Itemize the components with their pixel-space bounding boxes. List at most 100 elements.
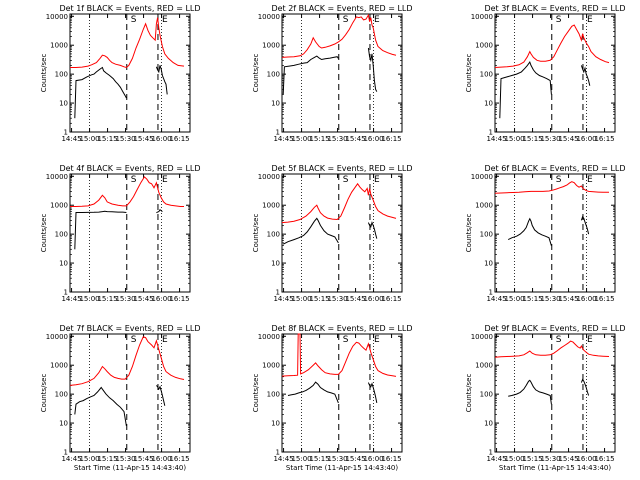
ytick-label: 10 bbox=[271, 100, 280, 108]
ytick-label: 1 bbox=[64, 289, 68, 297]
xtick-label: 14:45 bbox=[273, 295, 293, 303]
end-marker-label: E bbox=[162, 15, 168, 25]
ytick-label: 1 bbox=[64, 129, 68, 137]
xtick-label: 15:30 bbox=[115, 135, 135, 143]
events-series-line bbox=[74, 210, 127, 250]
xtick-label: 14:45 bbox=[273, 455, 293, 463]
panel-det-2: Det 2f BLACK = Events, RED = LLD 1 10 100 10… bbox=[252, 4, 413, 143]
events-series-line-segment-2 bbox=[367, 47, 378, 92]
lld-series-line bbox=[281, 182, 397, 224]
xtick-label: 15:45 bbox=[133, 295, 153, 303]
xtick-label: 15:15 bbox=[97, 455, 117, 463]
ytick-label: 100 bbox=[480, 231, 493, 239]
xtick-label: 16:15 bbox=[381, 135, 401, 143]
events-series-line-segment-2 bbox=[580, 378, 590, 396]
ytick-label: 10 bbox=[59, 100, 68, 108]
events-series-line bbox=[507, 217, 552, 246]
xtick-label: 15:15 bbox=[309, 135, 329, 143]
end-marker-label: E bbox=[587, 175, 593, 185]
panel-det-7: Det 7f BLACK = Events, RED = LLD 1 10 100 10… bbox=[40, 324, 201, 472]
xtick-label: 16:00 bbox=[151, 135, 171, 143]
xtick-label: 15:30 bbox=[327, 295, 347, 303]
xtick-label: 15:45 bbox=[133, 455, 153, 463]
start-marker-label: S bbox=[131, 175, 137, 185]
ytick-label: 1000 bbox=[475, 42, 493, 50]
ytick-label: 10000 bbox=[471, 13, 493, 21]
ytick-label: 10000 bbox=[471, 333, 493, 341]
ytick-label: 1 bbox=[489, 129, 493, 137]
events-series-line-segment-2 bbox=[367, 221, 378, 239]
plot-frame bbox=[69, 13, 191, 133]
xtick-label: 14:45 bbox=[61, 295, 81, 303]
ylabel: Counts/sec bbox=[465, 54, 473, 93]
xtick-label: 15:30 bbox=[540, 135, 560, 143]
ytick-label: 10 bbox=[484, 260, 493, 268]
xtick-label: 15:45 bbox=[345, 295, 365, 303]
panel-title: Det 7f BLACK = Events, RED = LLD bbox=[59, 324, 200, 333]
ytick-label: 10 bbox=[59, 260, 68, 268]
xtick-label: 16:00 bbox=[576, 135, 596, 143]
xtick-label: 16:15 bbox=[594, 295, 614, 303]
ytick-label: 100 bbox=[267, 231, 280, 239]
start-marker-label: S bbox=[556, 15, 562, 25]
events-series-line bbox=[287, 381, 339, 404]
ytick-label: 1 bbox=[489, 289, 493, 297]
start-marker-label: S bbox=[343, 335, 349, 345]
xtick-label: 14:45 bbox=[486, 135, 506, 143]
ylabel: Counts/sec bbox=[465, 214, 473, 253]
start-marker-label: S bbox=[556, 335, 562, 345]
ytick-label: 1 bbox=[276, 129, 280, 137]
ylabel: Counts/sec bbox=[252, 214, 260, 253]
ytick-label: 10000 bbox=[258, 173, 280, 181]
plot-frame bbox=[69, 173, 191, 293]
end-marker-label: E bbox=[374, 15, 380, 25]
ylabel: Counts/sec bbox=[252, 54, 260, 93]
ylabel: Counts/sec bbox=[465, 374, 473, 413]
xtick-label: 15:15 bbox=[309, 295, 329, 303]
xtick-label: 16:00 bbox=[151, 455, 171, 463]
xlabel: Start Time (11-Apr-15 14:43:40) bbox=[499, 464, 611, 472]
events-series-line-segment-2 bbox=[156, 208, 163, 214]
xtick-label: 16:15 bbox=[594, 135, 614, 143]
xtick-label: 14:45 bbox=[61, 455, 81, 463]
xtick-label: 16:15 bbox=[169, 455, 189, 463]
events-series-line bbox=[499, 61, 552, 119]
xtick-label: 14:45 bbox=[486, 455, 506, 463]
end-marker-label: E bbox=[587, 15, 593, 25]
ytick-label: 1000 bbox=[50, 362, 68, 370]
plot-frame bbox=[494, 173, 616, 293]
panel-det-5: Det 5f BLACK = Events, RED = LLD 1 10 100 10… bbox=[252, 164, 413, 303]
ytick-label: 1000 bbox=[262, 362, 280, 370]
ytick-label: 1 bbox=[276, 449, 280, 457]
ytick-label: 100 bbox=[55, 391, 68, 399]
xtick-label: 15:45 bbox=[558, 455, 578, 463]
panel-title: Det 4f BLACK = Events, RED = LLD bbox=[59, 164, 200, 173]
xlabel: Start Time (11-Apr-15 14:43:40) bbox=[74, 464, 186, 472]
end-marker-label: E bbox=[162, 175, 168, 185]
xtick-label: 15:30 bbox=[115, 455, 135, 463]
ytick-label: 100 bbox=[267, 391, 280, 399]
xtick-label: 16:15 bbox=[381, 455, 401, 463]
events-series-line bbox=[74, 66, 127, 119]
lld-series-line bbox=[70, 17, 185, 69]
events-series-line bbox=[282, 217, 339, 245]
lld-series-line bbox=[70, 176, 184, 207]
panel-title: Det 5f BLACK = Events, RED = LLD bbox=[271, 164, 412, 173]
ytick-label: 1000 bbox=[475, 362, 493, 370]
ytick-label: 10 bbox=[59, 420, 68, 428]
panel-title: Det 8f BLACK = Events, RED = LLD bbox=[271, 324, 412, 333]
panel-det-4: Det 4f BLACK = Events, RED = LLD 1 10 100 10… bbox=[40, 164, 201, 303]
ytick-label: 1000 bbox=[262, 42, 280, 50]
events-series-line-segment-2 bbox=[580, 215, 590, 235]
xtick-label: 15:45 bbox=[558, 135, 578, 143]
events-series-line bbox=[74, 386, 127, 426]
ytick-label: 1000 bbox=[50, 42, 68, 50]
plot-frame bbox=[281, 173, 403, 293]
xtick-label: 15:30 bbox=[115, 295, 135, 303]
ytick-label: 1000 bbox=[262, 202, 280, 210]
end-marker-label: E bbox=[374, 335, 380, 345]
ytick-label: 10000 bbox=[471, 173, 493, 181]
ytick-label: 100 bbox=[480, 391, 493, 399]
ytick-label: 1 bbox=[489, 449, 493, 457]
ylabel: Counts/sec bbox=[40, 54, 48, 93]
